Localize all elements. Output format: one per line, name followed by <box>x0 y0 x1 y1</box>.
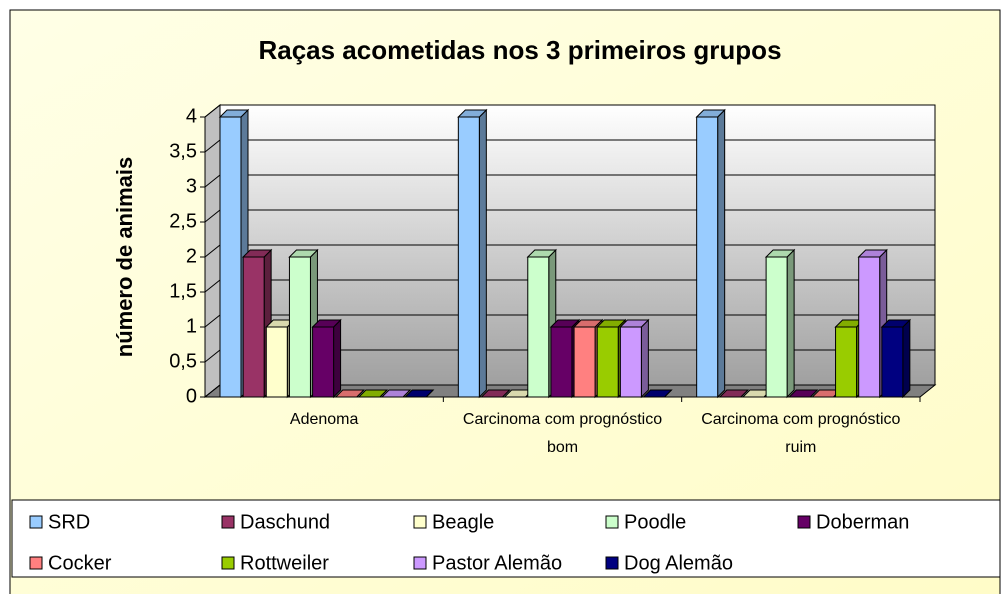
bar-top <box>380 389 412 398</box>
legend-label: Dog Alemão <box>624 552 733 574</box>
bar <box>265 326 288 398</box>
bar <box>527 256 550 398</box>
bar-side <box>717 108 726 399</box>
y-tick-label: 4 <box>186 105 197 127</box>
bar-top <box>334 389 365 398</box>
bar-side <box>478 108 487 399</box>
y-tick-label: 3 <box>186 175 197 197</box>
bar <box>312 326 335 398</box>
y-tick-label: 1,5 <box>169 280 197 302</box>
x-tick-label: Adenoma <box>289 411 359 428</box>
grid-line <box>204 104 935 118</box>
legend-swatch <box>605 515 619 529</box>
legend-label: Pastor Alemão <box>432 552 562 574</box>
bar <box>619 326 642 398</box>
bar <box>596 326 619 398</box>
bar-side <box>640 318 649 399</box>
legend-swatch <box>29 515 43 529</box>
bar <box>288 256 311 398</box>
bar-side <box>902 318 911 399</box>
bar <box>835 326 858 398</box>
y-tick-label: 2,5 <box>169 210 197 232</box>
bar <box>858 256 881 398</box>
legend-swatch <box>29 556 43 570</box>
x-tick-label: Carcinoma com prognóstico bom <box>462 411 663 456</box>
legend-swatch <box>413 556 427 570</box>
bar <box>881 326 904 398</box>
legend-swatch <box>413 515 427 529</box>
legend-swatch <box>605 556 619 570</box>
y-tick-label: 3,5 <box>169 140 197 162</box>
y-tick-label: 2 <box>186 245 197 267</box>
bar-side <box>333 318 342 399</box>
legend <box>11 499 1001 578</box>
chart-title: Raças acometidas nos 3 primeiros grupos <box>258 35 781 65</box>
bar <box>765 256 788 398</box>
bar-top <box>788 389 819 398</box>
y-tick-label: 0 <box>186 385 197 407</box>
legend-label: Cocker <box>48 552 112 574</box>
y-axis-label: número de animais <box>112 157 137 358</box>
bar <box>457 116 480 398</box>
bar-side <box>786 248 795 399</box>
legend-label: Beagle <box>432 511 494 533</box>
bar-top <box>642 389 673 398</box>
legend-label: SRD <box>48 511 90 533</box>
bar <box>696 116 719 398</box>
legend-swatch <box>221 556 235 570</box>
x-tick-label: Carcinoma com prognóstico ruim <box>701 411 901 456</box>
bar <box>219 116 242 398</box>
bar-top <box>357 389 389 398</box>
bar-top <box>480 389 511 398</box>
legend-label: Daschund <box>240 511 330 533</box>
y-tick-label: 1 <box>186 315 197 337</box>
y-tick-label: 0,5 <box>169 350 197 372</box>
legend-label: Poodle <box>624 511 686 533</box>
legend-label: Doberman <box>816 511 909 533</box>
bar <box>550 326 573 398</box>
bar <box>573 326 596 398</box>
bar-top <box>403 389 435 398</box>
legend-swatch <box>797 515 811 529</box>
bar <box>242 256 265 398</box>
legend-label: Rottweiler <box>240 552 329 574</box>
legend-swatch <box>221 515 235 529</box>
bar-top <box>718 389 750 398</box>
